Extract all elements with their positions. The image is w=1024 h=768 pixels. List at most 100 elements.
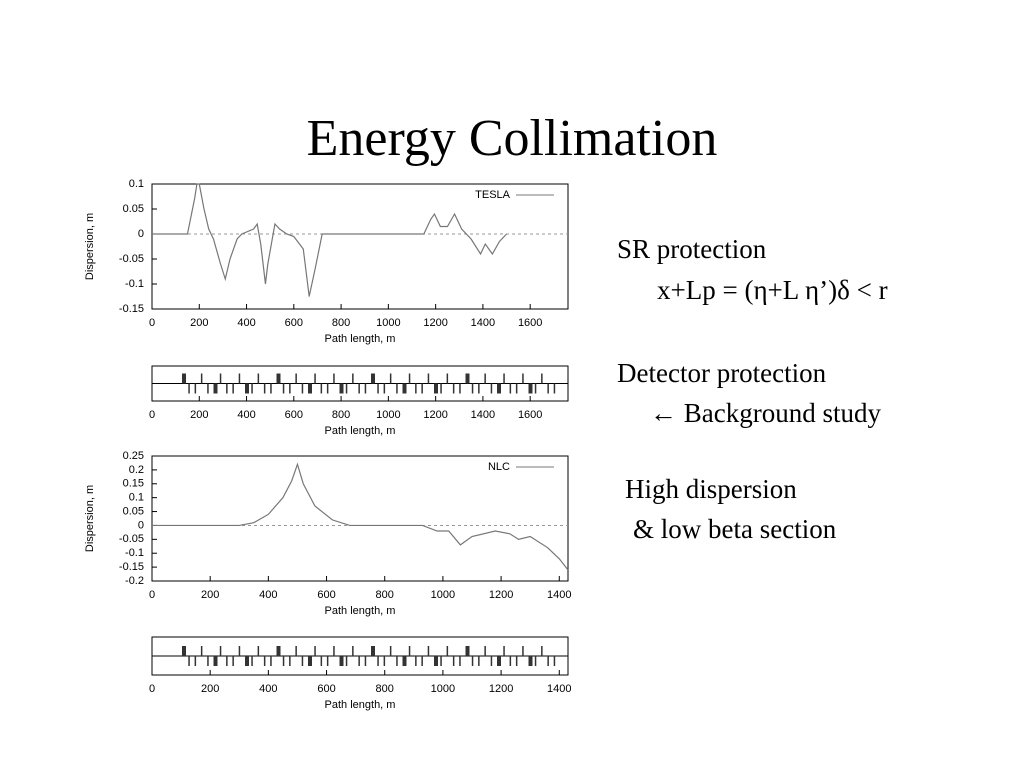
x-tick-label: 1600 — [518, 409, 542, 421]
magnet — [188, 383, 190, 394]
x-tick-label: 1000 — [431, 589, 455, 601]
y-tick-label: 0.25 — [123, 450, 144, 462]
magnet — [553, 383, 556, 394]
magnet — [219, 646, 222, 656]
magnet — [308, 656, 312, 666]
magnet — [421, 383, 423, 394]
y-tick-label: -0.15 — [119, 561, 144, 573]
magnet — [371, 373, 375, 384]
magnet — [503, 373, 505, 384]
magnet — [326, 383, 329, 394]
magnet — [415, 383, 417, 394]
data-line — [152, 462, 569, 571]
x-tick-label: 1600 — [518, 317, 542, 329]
plot-frame — [151, 183, 569, 310]
magnet — [276, 646, 281, 656]
x-axis-label: Path length, m — [325, 605, 396, 617]
y-tick-label: 0.2 — [129, 464, 144, 476]
magnet — [207, 383, 209, 394]
magnet — [484, 373, 486, 384]
magnet — [301, 383, 304, 394]
magnet — [547, 383, 549, 394]
magnet — [333, 373, 335, 384]
magnet — [289, 656, 291, 666]
magnet — [515, 383, 518, 394]
x-tick-label: 600 — [285, 409, 303, 421]
magnet — [289, 383, 291, 394]
magnet — [270, 383, 272, 394]
magnet — [427, 646, 430, 656]
magnet — [465, 373, 470, 384]
x-axis-label: Path length, m — [325, 333, 396, 345]
x-tick-label: 400 — [237, 317, 255, 329]
magnet — [377, 656, 379, 666]
magnet — [358, 383, 360, 394]
magnet — [263, 656, 266, 666]
magnet — [377, 383, 379, 394]
x-tick-label: 0 — [149, 589, 155, 601]
magnet — [213, 383, 218, 394]
magnet — [257, 373, 260, 384]
magnet — [301, 656, 304, 666]
magnet — [497, 383, 501, 394]
x-tick-label: 0 — [149, 409, 155, 421]
title: Energy Collimation — [307, 110, 718, 167]
magnet — [251, 383, 253, 394]
magnet — [371, 646, 375, 656]
magnet — [364, 383, 367, 394]
x-tick-label: 1200 — [423, 317, 447, 329]
magnet — [320, 656, 323, 666]
magnet — [515, 656, 518, 666]
magnet — [452, 383, 455, 394]
x-tick-label: 600 — [285, 317, 303, 329]
magnet — [352, 646, 354, 656]
magnet — [188, 656, 190, 666]
magnet — [471, 383, 474, 394]
magnet — [509, 656, 512, 666]
magnet — [314, 646, 316, 656]
magnet — [383, 656, 386, 666]
text: ← Background study — [650, 398, 881, 428]
magnet — [245, 656, 249, 666]
magnet — [396, 656, 398, 666]
x-axis-label: Path length, m — [325, 699, 396, 711]
y-tick-label: 0.1 — [129, 178, 144, 190]
magnet — [238, 373, 241, 384]
text: Detector protection — [617, 358, 827, 388]
y-tick-label: -0.1 — [125, 547, 144, 559]
y-tick-label: 0.05 — [123, 505, 144, 517]
x-tick-label: 800 — [376, 589, 394, 601]
magnet — [509, 383, 512, 394]
magnet — [459, 656, 461, 666]
y-tick-label: -0.2 — [125, 575, 144, 587]
magnet — [207, 656, 209, 666]
magnet — [232, 383, 234, 394]
magnet — [314, 373, 316, 384]
magnet — [522, 373, 524, 384]
x-tick-label: 800 — [332, 409, 350, 421]
magnet — [415, 656, 417, 666]
magnet — [364, 656, 367, 666]
x-tick-label: 600 — [317, 589, 335, 601]
magnet — [440, 656, 442, 666]
magnet — [522, 646, 524, 656]
magnet — [490, 383, 493, 394]
y-tick-label: 0 — [138, 519, 144, 531]
y-tick-label: 0 — [138, 228, 144, 240]
magnet — [282, 383, 285, 394]
magnet — [182, 646, 186, 656]
magnet — [434, 656, 438, 666]
x-tick-label: 1200 — [489, 589, 513, 601]
legend-label: NLC — [488, 461, 510, 473]
magnet — [484, 646, 486, 656]
magnet — [232, 656, 234, 666]
x-tick-label: 1400 — [471, 409, 495, 421]
magnet — [295, 646, 297, 656]
magnet — [528, 383, 533, 394]
magnet — [396, 383, 398, 394]
magnet — [339, 383, 344, 394]
x-tick-label: 800 — [332, 317, 350, 329]
y-axis-label: Dispersion, m — [84, 213, 96, 280]
magnet — [200, 373, 203, 384]
